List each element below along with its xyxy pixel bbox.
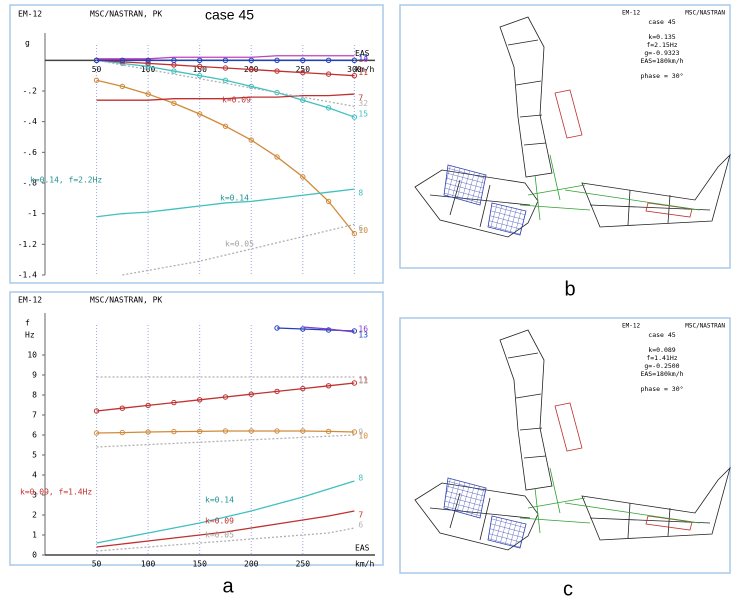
y-tick-label: 0 [32, 551, 37, 560]
series-label: 12 [358, 377, 368, 386]
series-line [97, 60, 355, 117]
x-tick-label: 200 [244, 560, 259, 569]
annotation: k=0.09 [222, 96, 251, 105]
x-tick-label: 50 [92, 560, 102, 569]
y-tick-label: -.6 [23, 148, 38, 157]
y-axis-label: f [25, 319, 30, 328]
model-info: case 45 [648, 18, 675, 26]
panel-frame [400, 318, 730, 573]
y-tick-label: -.4 [23, 117, 38, 126]
chart-header: EM-12 [18, 10, 42, 19]
chart-title: case 45 [205, 7, 254, 23]
series-label: 8 [358, 474, 363, 483]
y-tick-label: -1.4 [18, 271, 37, 280]
y-tick-label: 6 [32, 431, 37, 440]
figure: a b c EM-12 MSC/NASTRAN, PK case 45 -.2 -.4 -… [0, 0, 735, 600]
series-label: 8 [358, 189, 363, 198]
y-tick-label: 9 [32, 371, 37, 380]
panel-header: EM-12 [622, 10, 640, 17]
series-label: 16 [358, 325, 368, 334]
model-info: case 45 [648, 331, 675, 339]
series-label: 6 [358, 521, 363, 530]
y-tick-label: -1 [27, 209, 37, 218]
y-axis-unit: Hz [25, 331, 35, 340]
y-tick-label: 5 [32, 451, 37, 460]
wireframe-model [415, 330, 730, 550]
series-label: 32 [358, 99, 368, 108]
panel-label: c [563, 578, 573, 600]
series-label: 11 [358, 68, 368, 77]
y-tick-label: 2 [32, 511, 37, 520]
model-info: g=-0.9323 [644, 49, 679, 57]
series-label: 15 [358, 110, 368, 119]
model-info: phase = 30° [640, 72, 683, 80]
y-tick-label: -1.2 [18, 240, 37, 249]
x-tick-label: 100 [141, 560, 156, 569]
panel-frame [400, 5, 730, 268]
series-label: 13 [358, 53, 368, 62]
panel-header: MSC/NASTRAN [685, 323, 725, 330]
y-tick-label: 7 [32, 411, 37, 420]
panel-header: MSC/NASTRAN [685, 10, 725, 17]
series-line [122, 224, 354, 275]
panel-label: a [222, 575, 234, 597]
x-tick-label: 150 [192, 560, 207, 569]
chart-header: EM-12 [18, 296, 42, 305]
annotation: k=0.09, f=1.4Hz [20, 488, 92, 497]
panel-label: b [564, 278, 575, 300]
x-tick-label: 250 [296, 560, 311, 569]
series-line [97, 435, 355, 447]
model-info: f=1.41Hz [646, 354, 677, 362]
model-info: k=0.135 [648, 33, 675, 41]
wireframe-model [415, 17, 730, 237]
y-tick-label: -.2 [23, 87, 38, 96]
annotation: k=0.05 [225, 240, 254, 249]
x-axis-label: EAS [355, 544, 370, 553]
annotation: k=0.14, f=2.2Hz [30, 176, 102, 185]
model-info: g=-0.2500 [644, 362, 679, 370]
model-info: k=0.089 [648, 346, 675, 354]
model-info: EAS=180km/h [640, 57, 683, 65]
x-axis-unit: km/h [355, 560, 374, 569]
y-tick-label: 8 [32, 391, 37, 400]
x-tick-label: 50 [92, 65, 102, 74]
annotation: k=0.09 [205, 517, 234, 526]
annotation: k=0.14 [220, 194, 249, 203]
annotation: k=0.14 [205, 496, 234, 505]
chart-header: MSC/NASTRAN, PK [90, 10, 162, 19]
y-tick-label: 4 [32, 471, 37, 480]
model-info: EAS=180km/h [640, 370, 683, 378]
series-label: 6 [358, 224, 363, 233]
model-info: phase = 30° [640, 385, 683, 393]
series-label: 9 [358, 428, 363, 437]
panel-frame [10, 5, 383, 283]
y-axis-label: g [25, 39, 30, 48]
series-line [97, 383, 355, 411]
y-tick-label: 1 [32, 531, 37, 540]
y-tick-label: 10 [27, 351, 37, 360]
model-info: f=2.15Hz [646, 41, 677, 49]
chart-header: MSC/NASTRAN, PK [90, 296, 162, 305]
annotation: k=0.05 [205, 531, 234, 540]
series-label: 7 [358, 511, 363, 520]
panel-header: EM-12 [622, 323, 640, 330]
